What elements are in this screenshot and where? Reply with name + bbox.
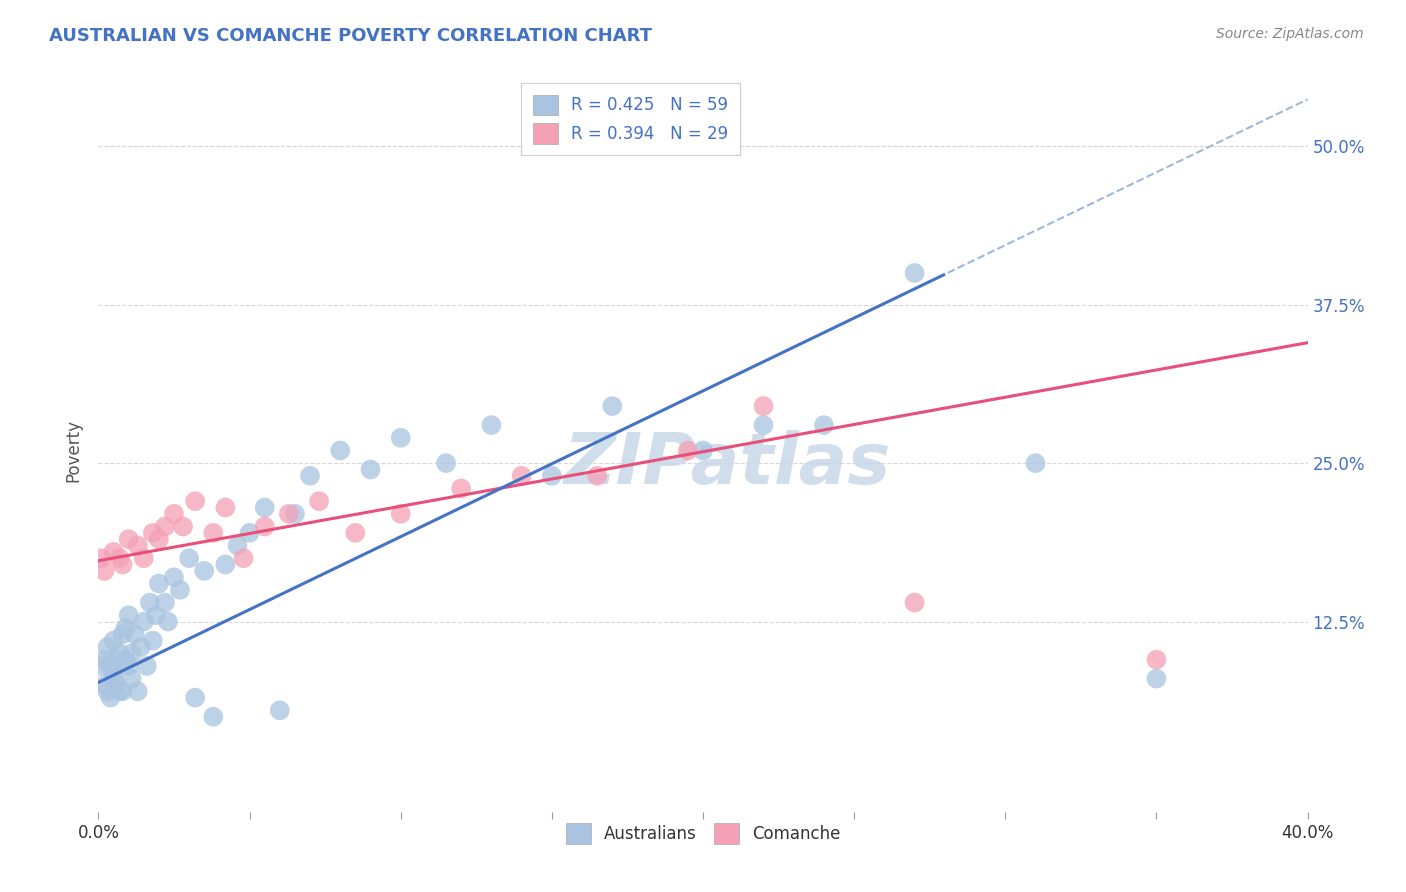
Point (96, 640, 118, 654)
Point (114, 621, 136, 635)
Point (308, 494, 330, 508)
Text: AUSTRALIAN VS COMANCHE POVERTY CORRELATION CHART: AUSTRALIAN VS COMANCHE POVERTY CORRELATI… (49, 27, 652, 45)
Point (121, 646, 143, 660)
Point (239, 525, 262, 540)
Point (163, 507, 186, 521)
Point (118, 659, 141, 673)
Point (111, 558, 134, 572)
Point (90, 551, 112, 566)
Point (277, 507, 299, 521)
Point (153, 596, 176, 610)
Point (105, 652, 128, 666)
Point (118, 608, 141, 623)
Point (1144, 652, 1167, 666)
Point (93, 564, 115, 578)
Point (114, 652, 136, 666)
Point (360, 462, 382, 476)
Point (269, 703, 291, 717)
Point (586, 468, 609, 483)
Point (169, 582, 191, 597)
Point (111, 684, 134, 698)
Point (153, 519, 176, 533)
Point (434, 456, 457, 470)
Point (96, 684, 118, 698)
Point (156, 615, 179, 629)
Point (148, 532, 170, 546)
Point (118, 532, 141, 546)
Point (184, 494, 207, 508)
Point (127, 539, 149, 553)
Point (813, 418, 835, 433)
Point (103, 633, 125, 648)
Point (145, 608, 167, 623)
Point (90, 659, 112, 673)
Point (510, 468, 533, 483)
Point (124, 627, 146, 641)
Point (108, 551, 131, 566)
Point (129, 640, 152, 654)
Point (481, 418, 503, 433)
Point (299, 468, 322, 483)
Point (253, 500, 276, 515)
Point (132, 615, 155, 629)
Point (389, 507, 412, 521)
Point (1144, 672, 1167, 686)
Point (108, 684, 131, 698)
Point (93, 678, 115, 692)
Point (163, 570, 186, 584)
Point (93, 652, 115, 666)
Point (253, 519, 276, 533)
Point (1024, 456, 1046, 470)
Point (202, 709, 225, 723)
Point (676, 443, 699, 458)
Text: ZIPatlas: ZIPatlas (564, 431, 891, 500)
Text: Source: ZipAtlas.com: Source: ZipAtlas.com (1216, 27, 1364, 41)
Point (127, 684, 149, 698)
Point (121, 672, 143, 686)
Point (184, 690, 207, 705)
Point (450, 482, 472, 496)
Point (172, 519, 194, 533)
Point (193, 564, 215, 578)
Point (214, 500, 236, 515)
Legend: Australians, Comanche: Australians, Comanche (560, 817, 846, 850)
Point (135, 659, 157, 673)
Point (179, 551, 201, 566)
Point (602, 399, 624, 413)
Point (904, 266, 927, 280)
Point (692, 443, 714, 458)
Point (284, 507, 307, 521)
Point (752, 418, 775, 433)
Point (105, 678, 128, 692)
Point (111, 627, 134, 641)
Point (389, 431, 412, 445)
Point (214, 558, 236, 572)
Point (100, 690, 122, 705)
Point (108, 646, 131, 660)
Point (139, 596, 162, 610)
Point (142, 525, 165, 540)
Point (540, 468, 562, 483)
Point (148, 576, 170, 591)
Point (103, 672, 125, 686)
Point (226, 539, 249, 553)
Y-axis label: Poverty: Poverty (65, 419, 83, 482)
Point (344, 525, 367, 540)
Point (132, 551, 155, 566)
Point (142, 633, 165, 648)
Point (752, 399, 775, 413)
Point (329, 443, 352, 458)
Point (100, 659, 122, 673)
Point (103, 545, 125, 559)
Point (904, 596, 927, 610)
Point (103, 665, 125, 680)
Point (232, 551, 254, 566)
Point (202, 525, 225, 540)
